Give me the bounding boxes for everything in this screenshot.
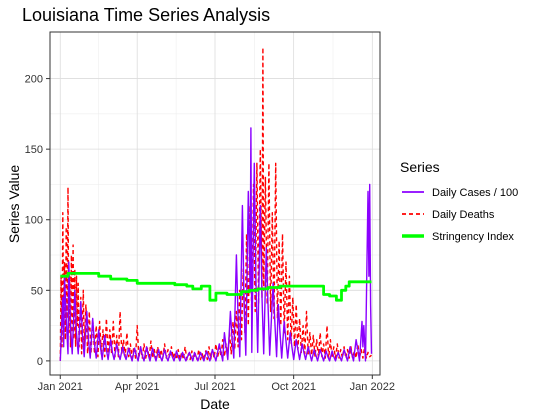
x-tick-label: Oct 2021 [271, 381, 316, 393]
y-axis-title: Series Value [6, 165, 22, 244]
y-axis: 0 50 100 150 200 [25, 74, 50, 368]
legend-label-stringency-index: Stringency Index [432, 231, 514, 243]
legend: Series Daily Cases / 100 Daily Deaths Stri… [400, 159, 518, 243]
y-tick-label: 50 [31, 285, 43, 297]
gridlines [50, 32, 380, 375]
y-tick-label: 100 [25, 215, 43, 227]
x-tick-label: Apr 2021 [115, 381, 160, 393]
legend-title: Series [400, 159, 440, 175]
series-line-stringency-index [60, 272, 372, 302]
series-line-daily-deaths [59, 46, 372, 361]
y-tick-label: 150 [25, 144, 43, 156]
y-tick-label: 200 [25, 74, 43, 86]
series-lines [59, 46, 373, 362]
legend-label-daily-deaths: Daily Deaths [432, 209, 495, 221]
x-tick-label: Jul 2021 [194, 381, 236, 393]
series-line-daily-cases-100 [59, 127, 373, 362]
legend-label-daily-cases-100: Daily Cases / 100 [432, 187, 518, 199]
x-axis: Jan 2021 Apr 2021 Jul 2021 Oct 2021 Jan 2022 [38, 375, 395, 393]
x-tick-label: Jan 2021 [38, 381, 83, 393]
x-tick-label: Jan 2022 [350, 381, 395, 393]
chart-title: Louisiana Time Series Analysis [22, 5, 270, 25]
x-axis-title: Date [200, 396, 230, 412]
y-tick-label: 0 [37, 356, 43, 368]
